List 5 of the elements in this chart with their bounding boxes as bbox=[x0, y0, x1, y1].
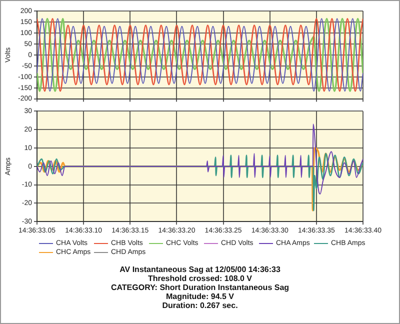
text: Duration: 0.267 sec. bbox=[161, 301, 239, 310]
text: CATEGORY: Short Duration Instantaneous Sag bbox=[110, 283, 290, 292]
text: Magnitude: 94.5 V bbox=[164, 292, 235, 301]
text: AV Instantaneous Sag at 12/05/00 14:36:33 bbox=[118, 265, 282, 274]
text: Threshold crossed: 108.0 V bbox=[146, 274, 254, 283]
